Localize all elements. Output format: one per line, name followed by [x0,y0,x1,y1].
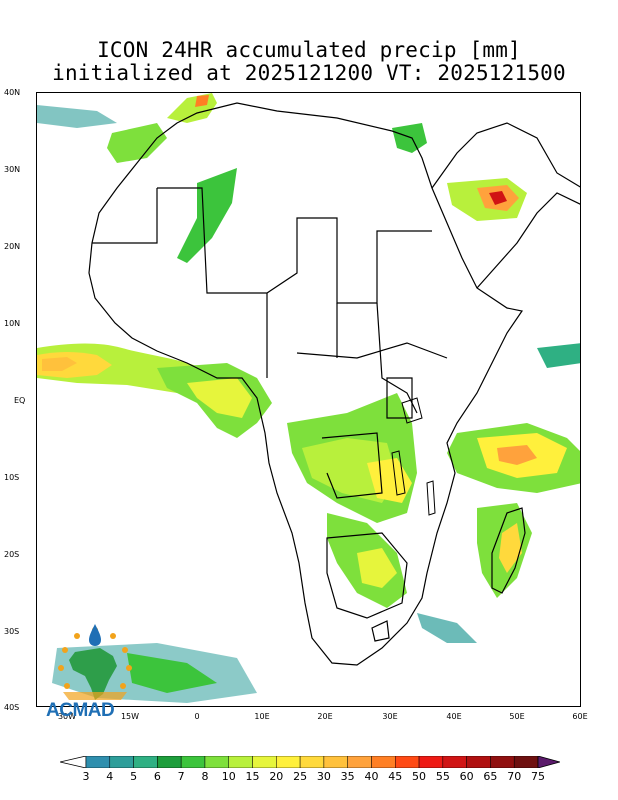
colorbar-label: 8 [201,770,209,783]
lat-label-40s: 40S [4,703,20,712]
acmad-logo-text: ACMAD [46,700,115,721]
precip-field [37,93,580,703]
precip-colorbar [60,756,560,768]
colorbar-label: 25 [293,770,308,783]
colorbar-swatch [371,756,396,768]
lon-label-0: 0 [194,712,200,721]
map-frame [36,92,581,707]
colorbar-swatch [513,756,539,768]
lon-label-60e: 60E [572,712,588,721]
colorbar-label: 4 [106,770,114,783]
colorbar-swatch [442,756,467,768]
colorbar-label: 3 [82,770,90,783]
colorbar-swatch [157,756,182,768]
colorbar-label: 55 [435,770,450,783]
colorbar-swatch [490,756,515,768]
colorbar-label: 6 [153,770,161,783]
lon-label-20e: 20E [317,712,333,721]
colorbar-swatch [299,756,325,768]
colorbar-label: 70 [507,770,522,783]
colorbar-swatch [323,756,348,768]
colorbar-swatch [276,756,301,768]
lat-label-eq: EQ [14,396,26,405]
colorbar-label: 65 [483,770,498,783]
lon-label-15w: 15W [120,712,140,721]
colorbar-swatch [418,756,444,768]
acmad-africa-sun-logo-icon [58,624,132,700]
colorbar-label: 30 [316,770,331,783]
acmad-logo [45,622,145,720]
chart-title-line-1: ICON 24HR accumulated precip [mm] [97,38,521,62]
colorbar-swatch [228,756,253,768]
colorbar-swatch [252,756,277,768]
colorbar-swatch [133,756,158,768]
colorbar-label: 7 [177,770,185,783]
colorbar-swatch [109,756,134,768]
lat-label-20n: 20N [4,242,21,251]
lat-label-10s: 10S [4,473,20,482]
lon-label-40e: 40E [446,712,462,721]
colorbar-swatch [180,756,206,768]
colorbar-swatch [85,756,111,768]
colorbar-swatch [347,756,372,768]
colorbar-label: 20 [269,770,284,783]
lat-label-30n: 30N [4,165,21,174]
colorbar-max-arrow [537,756,560,768]
chart-title-line-2: initialized at 2025121200 VT: 2025121500 [52,61,566,85]
colorbar-swatch [204,756,229,768]
colorbar-label: 40 [364,770,379,783]
lat-label-30s: 30S [4,627,20,636]
lat-label-10n: 10N [4,319,21,328]
lat-label-20s: 20S [4,550,20,559]
lon-label-10e: 10E [254,712,270,721]
colorbar-label: 35 [340,770,355,783]
colorbar-label: 50 [412,770,427,783]
colorbar-label: 5 [130,770,138,783]
colorbar-label: 45 [388,770,403,783]
lat-label-40n: 40N [4,88,21,97]
precipitation-map [37,93,580,703]
lakes [391,397,436,516]
colorbar-label: 10 [221,770,236,783]
colorbar-swatch [466,756,491,768]
colorbar-label: 60 [459,770,474,783]
lon-label-30w: 30W [57,712,77,721]
lon-label-50e: 50E [509,712,525,721]
colorbar-label: 15 [245,770,260,783]
lon-label-30e: 30E [382,712,398,721]
colorbar-swatch [395,756,420,768]
colorbar-min-arrow [60,756,87,768]
colorbar-label: 75 [531,770,545,783]
coastlines-and-borders [88,102,580,666]
